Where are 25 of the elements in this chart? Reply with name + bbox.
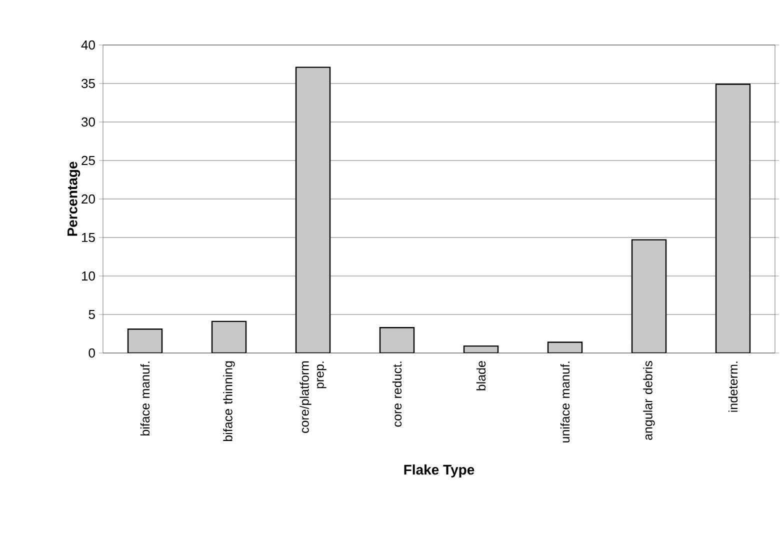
y-axis-title: Percentage — [68, 162, 80, 236]
x-tick-label: core reduct. — [392, 362, 402, 427]
y-tick-label: 35 — [82, 78, 95, 88]
bar — [379, 326, 415, 353]
x-tick-label: uniface manuf. — [560, 362, 570, 442]
bar — [295, 66, 331, 353]
x-tick-label: biface thinning — [223, 361, 235, 442]
y-tick-label: 25 — [82, 156, 95, 166]
y-tick-label: 15 — [82, 232, 95, 242]
y-tick-label: 20 — [82, 194, 95, 204]
y-tick-label: 40 — [81, 40, 95, 50]
bar — [211, 320, 247, 353]
bar — [631, 239, 667, 353]
x-tick-label: indeterm. — [728, 362, 738, 412]
x-axis-title: Flake Type — [404, 464, 474, 478]
y-tick-label: 0 — [88, 348, 95, 358]
y-tick-label: 5 — [88, 310, 95, 320]
x-tick-label: blade — [476, 361, 486, 390]
bar — [715, 84, 751, 353]
y-tick-label: 30 — [82, 117, 95, 127]
x-tick-label: angular debris — [643, 361, 655, 440]
x-tick-label: biface manuf. — [140, 362, 150, 436]
bar — [127, 328, 163, 353]
y-tick-label: 10 — [82, 271, 95, 281]
x-tick-label: core/platform prep. — [300, 361, 326, 433]
